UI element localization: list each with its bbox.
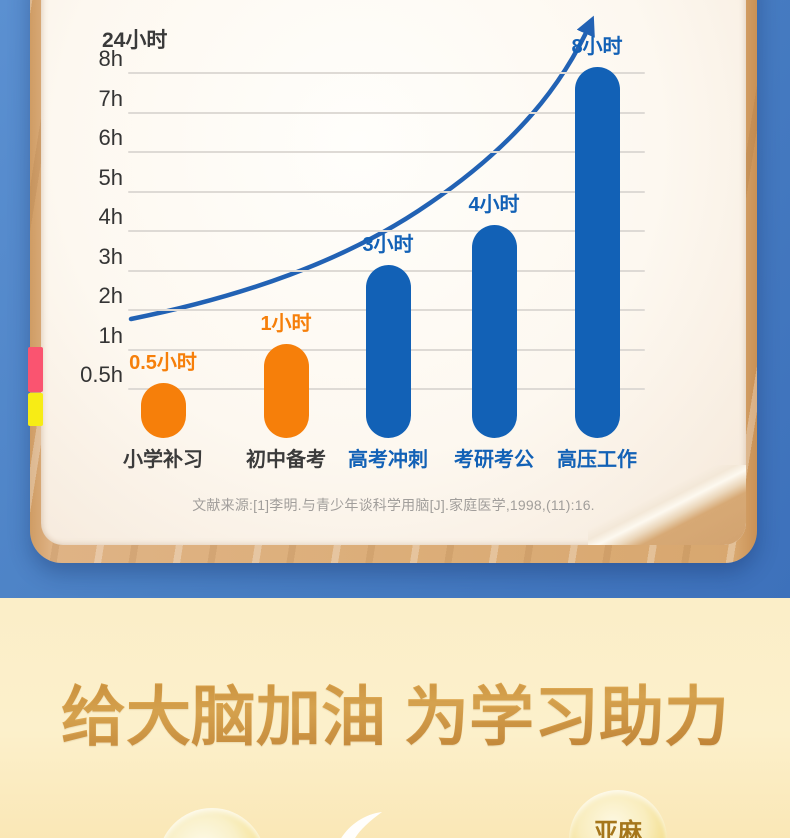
flaxseed-capsule-label: 亚麻 [594,819,642,838]
golden-oil-capsule-icon [158,808,266,838]
flaxseed-capsule-icon: 亚麻 [569,790,667,838]
pink-sticky-tab [28,347,43,392]
promo-headline: 给大脑加油 为学习助力 [0,664,790,758]
wooden-board [30,0,757,563]
yellow-sticky-tab [28,393,43,426]
promo-section: 给大脑加油 为学习助力 亚麻 [0,598,790,838]
page-curl-corner [588,465,746,545]
milk-splash-icon [341,812,382,838]
paper-sheet [41,0,746,545]
chart-panel-background: 24小时 文献来源:[1]李明.与青少年谈科学用脑[J].家庭医学,1998,(… [0,0,790,598]
